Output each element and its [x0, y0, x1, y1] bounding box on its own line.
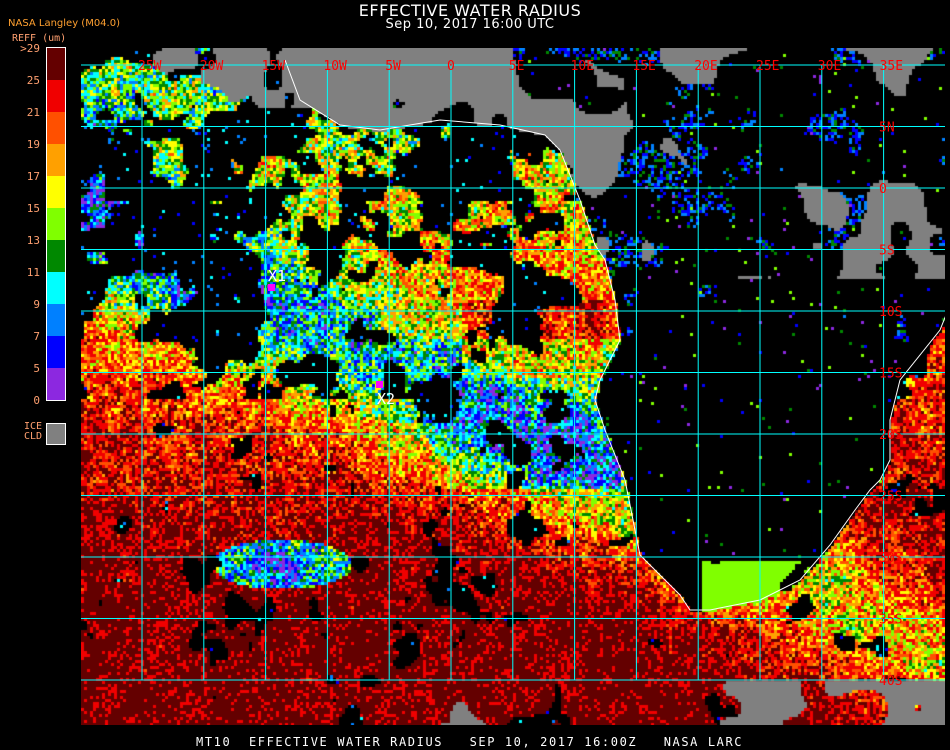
legend-swatch [47, 208, 65, 240]
latitude-label: 10S [879, 305, 902, 320]
marker-square [376, 381, 383, 388]
latitude-label: 5N [879, 121, 895, 136]
legend-tick-label: 17 [26, 170, 40, 183]
longitude-label: 10E [571, 59, 594, 74]
marker-label: X2 [377, 390, 395, 408]
latitude-label: 20S [879, 428, 902, 443]
location-marker-x2: X2 [376, 381, 395, 408]
marker-label: X1 [268, 267, 286, 285]
legend-tick-label: 13 [26, 234, 40, 247]
legend-tick-label: 25 [26, 74, 40, 87]
latitude-label: 0 [879, 182, 887, 197]
ice-cloud-swatch [46, 423, 66, 445]
latitude-label: 5S [879, 244, 895, 259]
ice-label: ICE [23, 421, 42, 432]
legend-colorbar [46, 47, 66, 401]
footer-caption: MT10 EFFECTIVE WATER RADIUS SEP 10, 2017… [196, 735, 744, 749]
longitude-label: 5W [385, 59, 401, 74]
latitude-label: 40S [879, 674, 902, 689]
latitude-label: 25S [879, 490, 902, 505]
longitude-label: 15E [632, 59, 655, 74]
legend-tick-label: 5 [33, 362, 40, 375]
ice-cloud-label: ICE CLD [18, 422, 42, 442]
legend-tick-label: 0 [33, 394, 40, 407]
marker-square [268, 284, 275, 291]
legend-tick-label: 7 [33, 330, 40, 343]
coastline [284, 59, 945, 611]
legend-swatch [47, 144, 65, 176]
legend-swatch [47, 80, 65, 112]
legend-tick-label: 19 [26, 138, 40, 151]
longitude-label: 10W [323, 59, 347, 74]
latitude-label: 30S [879, 551, 902, 566]
legend-swatch [47, 304, 65, 336]
image-timestamp: Sep 10, 2017 16:00 UTC [385, 17, 555, 32]
latitude-label: 35S [879, 613, 902, 628]
legend-swatch [47, 272, 65, 304]
longitude-label: 0 [447, 59, 455, 74]
legend-title: REFF (um) [12, 33, 67, 44]
longitude-label: 20W [200, 59, 224, 74]
longitude-label: 20E [694, 59, 717, 74]
satellite-map: 25W 20W 15W 10W 5W 0 5E 10E 15E 20E 25E 30E 35E 5N 0 5S… [81, 48, 945, 725]
legend-tick-label: 15 [26, 202, 40, 215]
legend-swatch [47, 112, 65, 144]
latitude-label: 15S [879, 367, 902, 382]
longitude-label: 30E [818, 59, 841, 74]
image-title: EFFECTIVE WATER RADIUS [358, 1, 582, 20]
location-marker-x1: X1 [268, 267, 286, 291]
cld-label: CLD [23, 431, 42, 442]
legend-tick-label: 9 [33, 298, 40, 311]
legend-swatch [47, 176, 65, 208]
legend-tick-label: >29 [20, 42, 40, 55]
legend-swatch [47, 336, 65, 368]
legend-swatch [47, 240, 65, 272]
longitude-label: 15W [262, 59, 286, 74]
longitude-label: 25W [138, 59, 162, 74]
legend-tick-label: 21 [26, 106, 40, 119]
map-overlay: 25W 20W 15W 10W 5W 0 5E 10E 15E 20E 25E 30E 35E 5N 0 5S… [81, 59, 945, 689]
longitude-label: 25E [756, 59, 779, 74]
legend-swatch [47, 48, 65, 80]
legend-tick-label: 11 [26, 266, 40, 279]
legend-swatch [47, 368, 65, 400]
longitude-label: 35E [880, 59, 903, 74]
source-label: NASA Langley (M04.0) [8, 18, 120, 29]
longitude-label: 5E [509, 59, 525, 74]
